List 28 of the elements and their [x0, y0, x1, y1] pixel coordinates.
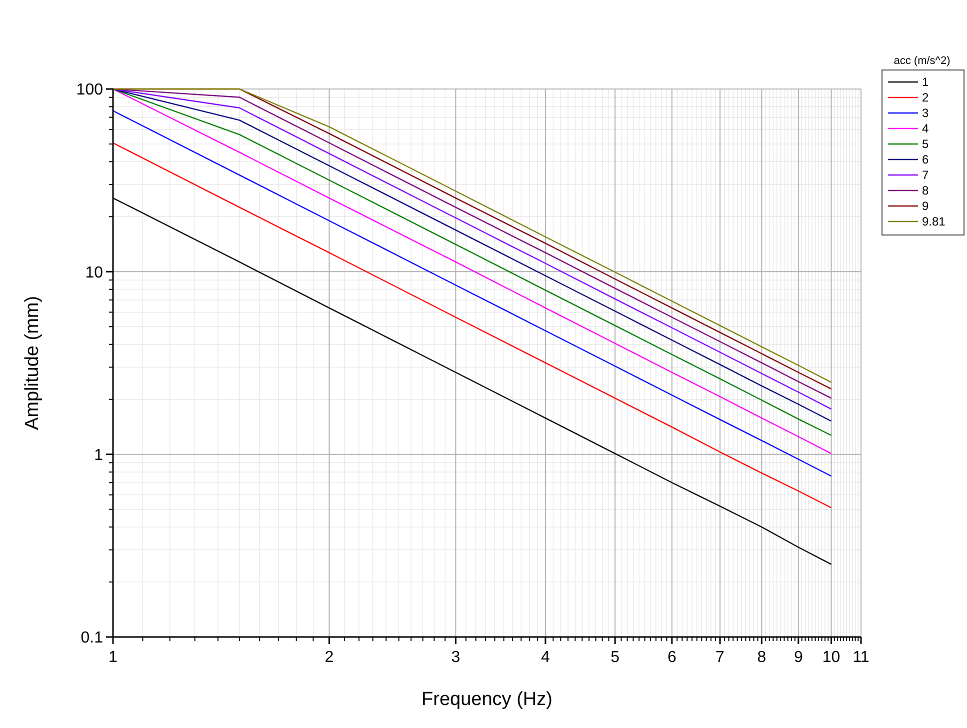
legend-label: 8 [922, 184, 929, 198]
y-tick-label: 1 [94, 446, 104, 464]
x-tick-label: 4 [540, 649, 550, 666]
legend-label: 4 [922, 122, 929, 136]
x-tick-label: 11 [852, 649, 870, 666]
x-tick-label: 9 [794, 649, 803, 666]
legend-label: 9.81 [922, 214, 946, 229]
legend-label: 1 [922, 75, 929, 90]
legend-label: 2 [922, 90, 929, 105]
y-tick-label: 0.1 [80, 630, 104, 647]
legend-label: 3 [922, 106, 929, 120]
x-tick-label: 6 [667, 649, 676, 666]
y-axis-title: Amplitude (mm) [22, 296, 43, 430]
legend-label: 6 [922, 152, 929, 167]
y-tick-label: 100 [76, 82, 104, 99]
legend-label: 7 [922, 168, 929, 182]
x-tick-label: 1 [108, 649, 118, 666]
legend-label: 5 [922, 137, 929, 152]
x-axis-title: Frequency (Hz) [422, 689, 552, 710]
x-tick-label: 3 [451, 649, 460, 666]
legend-label: 9 [922, 199, 929, 214]
x-tick-label: 7 [716, 649, 725, 666]
x-tick-label: 5 [610, 649, 620, 666]
y-tick-label: 10 [85, 264, 104, 282]
x-tick-label: 2 [324, 649, 334, 666]
legend-title: acc (m/s^2) [894, 55, 950, 67]
x-tick-label: 8 [757, 649, 766, 666]
x-tick-label: 10 [822, 649, 840, 666]
